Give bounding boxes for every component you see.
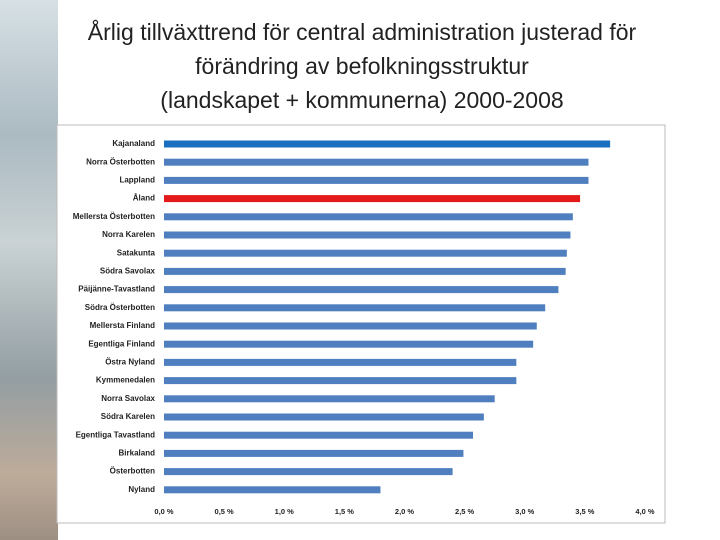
bar (164, 286, 559, 294)
x-tick-label: 4,0 % (635, 507, 655, 516)
chart-title: Årlig tillväxttrend för central administ… (88, 18, 637, 45)
x-tick-label: 1,0 % (275, 507, 295, 516)
bar (164, 195, 581, 203)
decorative-strip (0, 0, 58, 540)
bar (164, 140, 611, 148)
y-tick-label: Norra Karelen (102, 230, 155, 239)
y-tick-label: Åland (133, 194, 155, 203)
bar (164, 267, 566, 275)
y-tick-label: Nyland (128, 485, 155, 494)
y-tick-label: Södra Österbotten (85, 303, 155, 312)
bar (164, 304, 546, 312)
y-tick-label: Österbotten (110, 467, 155, 476)
y-tick-label: Södra Savolax (100, 267, 156, 276)
bar (164, 176, 589, 184)
y-tick-label: Birkaland (119, 449, 156, 458)
y-tick-label: Mellersta Finland (90, 321, 155, 330)
bar (164, 486, 381, 494)
x-tick-label: 2,0 % (395, 507, 415, 516)
y-tick-label: Norra Savolax (101, 394, 155, 403)
y-tick-label: Norra Österbotten (86, 157, 155, 166)
x-tick-label: 0,5 % (215, 507, 235, 516)
bar (164, 249, 567, 257)
y-tick-label: Satakunta (117, 248, 156, 257)
y-tick-label: Päijänne-Tavastland (78, 285, 155, 294)
y-tick-label: Kymmenedalen (96, 376, 155, 385)
y-tick-label: Egentliga Finland (88, 339, 155, 348)
y-tick-label: Södra Karelen (101, 412, 155, 421)
bar (164, 413, 484, 421)
y-tick-label: Egentliga Tavastland (76, 430, 156, 439)
bar (164, 340, 534, 348)
chart-title: (landskapet + kommunerna) 2000-2008 (160, 87, 563, 113)
x-tick-label: 0,0 % (154, 507, 174, 516)
y-tick-label: Kajanaland (112, 139, 155, 148)
y-tick-label: Östra Nyland (105, 358, 155, 367)
bar (164, 377, 517, 385)
chart-title: förändring av befolkningsstruktur (195, 53, 529, 79)
y-tick-label: Lappland (119, 176, 155, 185)
bar (164, 358, 517, 366)
bar (164, 158, 589, 166)
bar (164, 213, 573, 221)
x-tick-label: 3,5 % (575, 507, 595, 516)
x-tick-label: 3,0 % (515, 507, 535, 516)
bar (164, 322, 537, 330)
bar (164, 395, 495, 403)
bar (164, 431, 474, 439)
x-tick-label: 1,5 % (335, 507, 355, 516)
bar (164, 231, 571, 239)
bar (164, 468, 453, 476)
bar (164, 449, 464, 457)
x-tick-label: 2,5 % (455, 507, 475, 516)
y-tick-label: Mellersta Österbotten (73, 212, 155, 221)
